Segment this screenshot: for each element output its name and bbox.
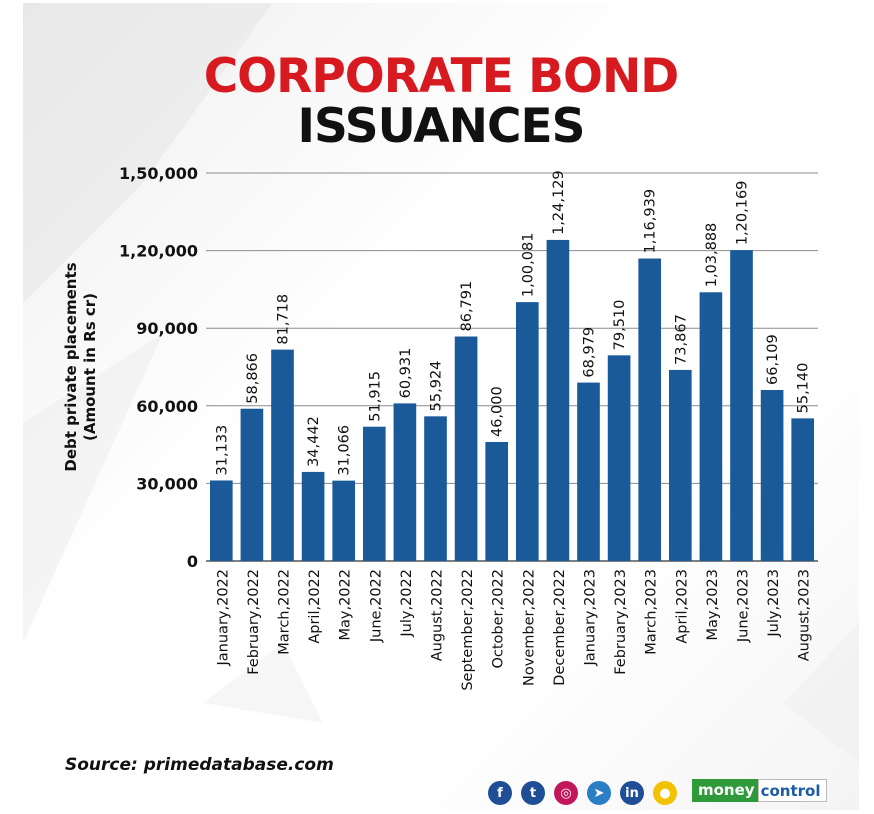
x-tick-label: October,2022 xyxy=(491,569,507,669)
bar xyxy=(332,480,356,561)
background-pattern xyxy=(23,3,859,763)
x-tick-label: June,2023 xyxy=(736,569,752,643)
bar-value-label: 58,866 xyxy=(245,353,261,404)
x-tick-label: July,2022 xyxy=(399,569,415,638)
social-icons: f t ◎ ➤ in ● xyxy=(488,780,686,806)
y-tick-label: 1,20,000 xyxy=(119,242,198,261)
source-note: Source: primedatabase.com xyxy=(65,755,334,775)
bar xyxy=(240,408,264,561)
bar-value-label: 46,000 xyxy=(490,386,506,437)
x-tick-label: April,2022 xyxy=(307,569,323,644)
y-axis-label: Debt private placements xyxy=(62,262,80,471)
twitter-icon[interactable]: t xyxy=(521,781,545,805)
telegram-icon[interactable]: ➤ xyxy=(587,781,611,805)
bar-value-label: 1,16,939 xyxy=(643,189,659,254)
bar xyxy=(515,302,539,561)
x-tick-label: December,2022 xyxy=(552,569,568,686)
bar xyxy=(301,471,325,561)
x-tick-label: July,2023 xyxy=(766,569,782,638)
moneycontrol-logo: money control xyxy=(692,779,839,802)
x-tick-label: May,2023 xyxy=(705,569,721,641)
bar xyxy=(454,336,478,561)
facebook-icon[interactable]: f xyxy=(488,781,512,805)
logo-part-money: money xyxy=(692,779,758,802)
bar-value-label: 60,931 xyxy=(398,348,414,399)
bar-value-label: 86,791 xyxy=(459,281,475,332)
x-tick-label: May,2022 xyxy=(338,569,354,641)
bar-value-label: 1,03,888 xyxy=(704,223,720,288)
bar xyxy=(546,239,570,561)
bar xyxy=(577,382,600,561)
bar-value-label: 79,510 xyxy=(612,300,628,351)
x-tick-label: November,2022 xyxy=(521,569,537,686)
x-tick-label: February,2022 xyxy=(246,569,262,675)
y-tick-label: 60,000 xyxy=(136,397,198,416)
bar-value-label: 73,867 xyxy=(673,314,689,365)
x-tick-label: January,2023 xyxy=(583,569,599,666)
y-tick-label: 90,000 xyxy=(136,319,198,338)
title-line-1: CORPORATE BOND xyxy=(203,49,680,104)
bar xyxy=(362,426,386,561)
bar xyxy=(271,349,294,561)
bar xyxy=(638,258,662,561)
bar-value-label: 55,924 xyxy=(429,361,445,412)
bar-value-label: 31,066 xyxy=(337,425,353,476)
bar xyxy=(791,418,815,561)
bar-value-label: 1,20,169 xyxy=(735,181,751,246)
y-tick-label: 0 xyxy=(187,552,198,571)
bar xyxy=(730,250,753,562)
bar-value-label: 68,979 xyxy=(582,327,598,378)
bar xyxy=(424,416,447,561)
y-tick-label: 1,50,000 xyxy=(119,164,198,183)
bar-value-label: 34,442 xyxy=(306,416,322,467)
x-tick-label: March,2023 xyxy=(644,569,660,655)
x-tick-label: April,2023 xyxy=(674,569,690,644)
y-tick-label: 30,000 xyxy=(136,474,198,493)
linkedin-icon[interactable]: in xyxy=(620,781,644,805)
y-axis-label: (Amount in Rs cr) xyxy=(81,293,99,441)
logo-part-control: control xyxy=(757,779,828,802)
bar-value-label: 66,109 xyxy=(765,334,781,385)
bar-value-label: 81,718 xyxy=(276,294,292,345)
x-tick-label: August,2023 xyxy=(797,569,813,661)
koo-icon[interactable]: ● xyxy=(653,781,677,805)
bar xyxy=(699,292,723,561)
bar xyxy=(485,442,509,561)
bar xyxy=(607,355,631,561)
bar xyxy=(393,403,417,561)
instagram-icon[interactable]: ◎ xyxy=(554,781,578,805)
bar-value-label: 31,133 xyxy=(214,425,230,476)
bar-chart: 0 30,000 60,000 90,000 1,20,000 1,50,000 Debt … xyxy=(62,164,818,691)
bar-value-label: 1,00,081 xyxy=(520,233,536,298)
x-tick-label: August,2022 xyxy=(430,569,446,661)
bar xyxy=(668,369,692,561)
x-tick-label: March,2022 xyxy=(277,569,293,655)
infographic-card: CORPORATE BOND ISSUANCES 0 30,000 60,000 90… xyxy=(23,3,859,810)
bar xyxy=(209,480,233,561)
bar xyxy=(760,389,784,561)
x-tick-label: September,2022 xyxy=(460,569,476,691)
bar-value-label: 51,915 xyxy=(367,371,383,422)
bar-value-label: 55,140 xyxy=(796,363,812,414)
x-tick-label: June,2022 xyxy=(368,569,384,643)
x-tick-label: January,2022 xyxy=(215,569,231,666)
title-line-2: ISSUANCES xyxy=(297,99,586,154)
x-tick-label: February,2023 xyxy=(613,569,629,675)
bar-value-label: 1,24,129 xyxy=(551,170,567,235)
